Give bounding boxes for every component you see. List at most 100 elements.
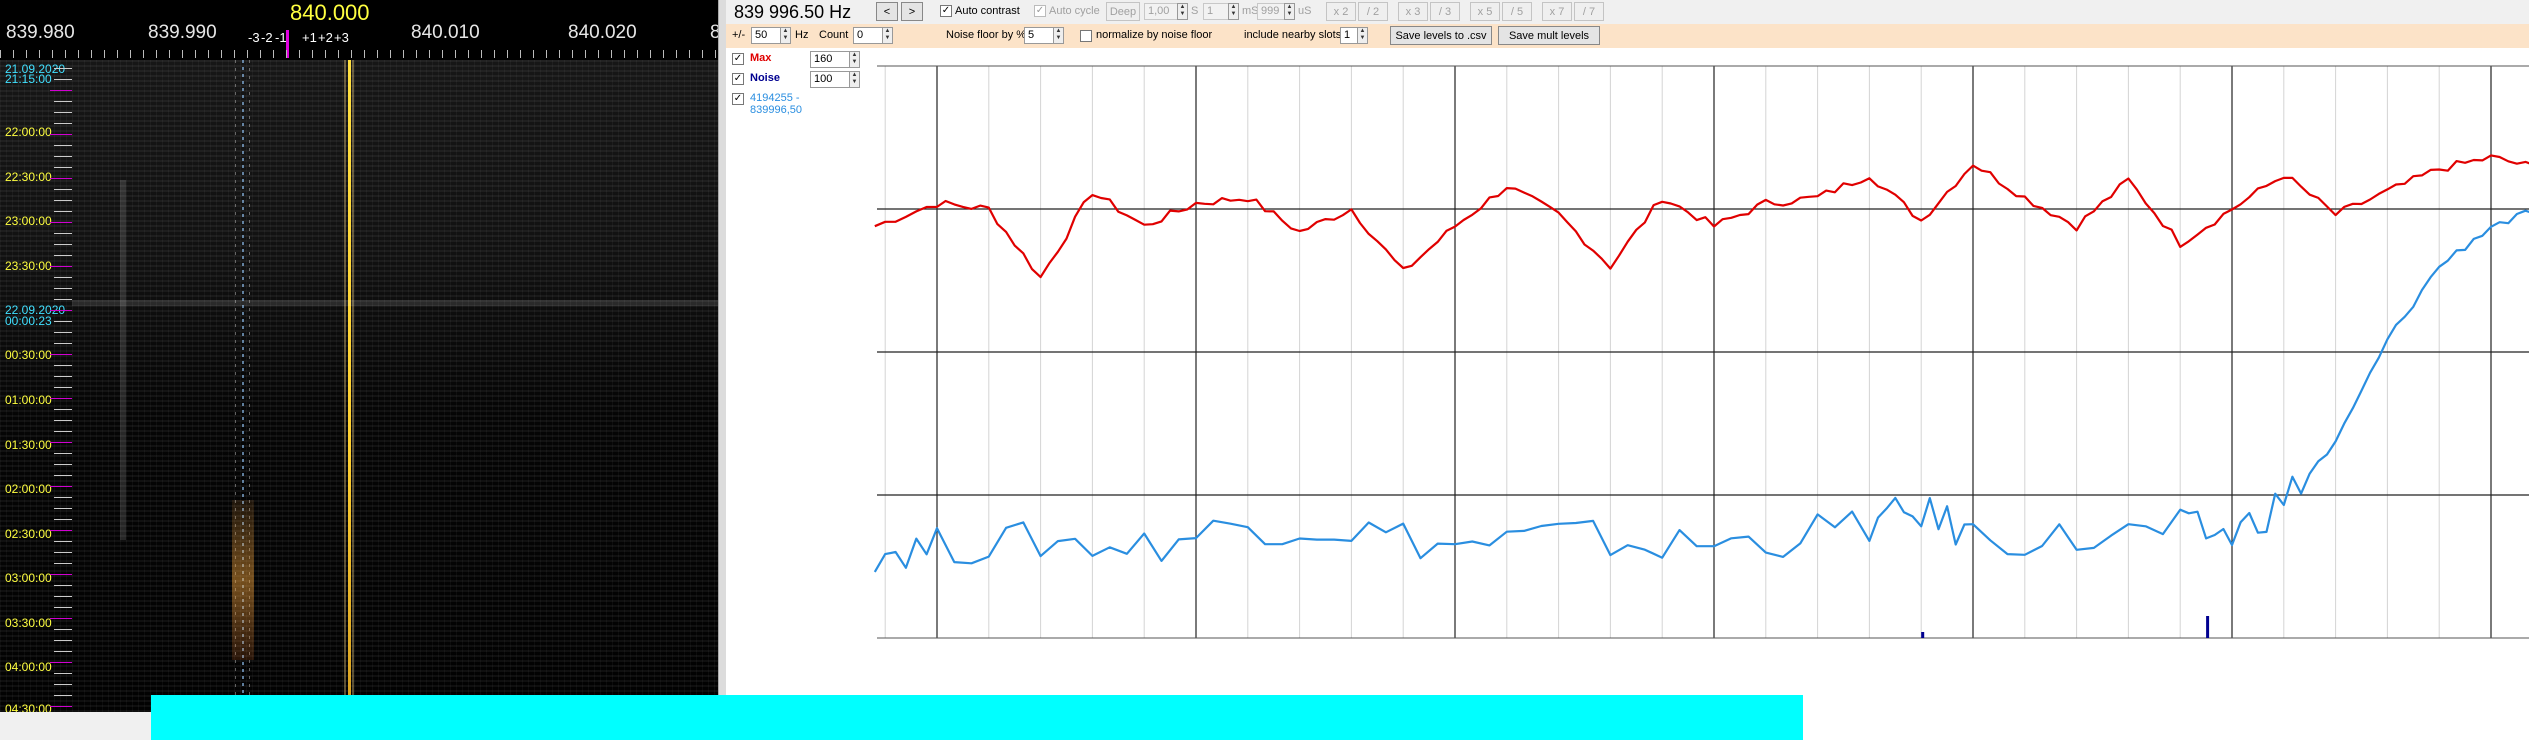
date-time-label: 21:15:00	[5, 72, 52, 86]
nearby-slots-input[interactable]: 1	[1340, 27, 1358, 44]
deep-button[interactable]: Deep	[1106, 2, 1140, 21]
time-tick	[50, 222, 72, 223]
time-tick	[54, 277, 72, 278]
ruler-ticks	[0, 50, 718, 58]
noise-label: Noise	[750, 72, 780, 84]
time-tick	[54, 332, 72, 333]
auto-cycle-checkbox[interactable]: ✓	[1034, 5, 1046, 17]
noise-floor-input[interactable]: 5	[1024, 27, 1054, 44]
nearby-slots-spinner[interactable]: ▲ ▼	[1357, 27, 1368, 44]
time-tick	[54, 101, 72, 102]
noise-floor-label: Noise floor by %	[946, 29, 1027, 41]
zoom-div5-button[interactable]: / 5	[1502, 2, 1532, 21]
deep-value-input[interactable]: 1,00	[1144, 3, 1178, 20]
ms-spinner[interactable]: ▲ ▼	[1228, 3, 1239, 20]
time-label: 03:00:00	[5, 571, 52, 585]
zoom-x5-button[interactable]: x 5	[1470, 2, 1500, 21]
auto-contrast-checkbox[interactable]: ✓	[940, 5, 952, 17]
deep-spinner[interactable]: ▲ ▼	[1177, 3, 1188, 20]
slot-label: +3	[334, 30, 349, 45]
time-tick	[54, 497, 72, 498]
count-spinner[interactable]: ▲ ▼	[882, 27, 893, 44]
time-tick	[54, 255, 72, 256]
time-label: 22:30:00	[5, 170, 52, 184]
time-tick	[54, 695, 72, 696]
frequency-ruler: 839.980 839.990 840.000 840.010 840.020 …	[0, 0, 721, 58]
zoom-div3-button[interactable]: / 3	[1430, 2, 1460, 21]
time-tick	[54, 343, 72, 344]
time-tick	[54, 112, 72, 113]
save-csv-button[interactable]: Save levels to .csv	[1390, 26, 1492, 45]
time-tick	[50, 90, 72, 91]
noise-value-input[interactable]: 100	[810, 71, 850, 88]
max-checkbox[interactable]: ✓	[732, 53, 744, 65]
us-input[interactable]: 999	[1257, 3, 1285, 20]
time-tick	[54, 123, 72, 124]
waterfall-display[interactable]	[0, 60, 718, 712]
time-tick	[54, 673, 72, 674]
plusminus-input[interactable]: 50	[751, 27, 781, 44]
signal-checkbox[interactable]: ✓	[732, 93, 744, 105]
time-tick	[50, 706, 72, 707]
levels-chart[interactable]: 02:30:0002:35:0002:40:0002:45:0002:50:00…	[726, 48, 2529, 648]
date-label: 22.09.2020	[5, 303, 66, 317]
date-time-label: 00:00:23	[5, 314, 52, 328]
series-lines	[873, 154, 2529, 573]
time-tick	[50, 574, 72, 575]
zoom-div2-button[interactable]: / 2	[1358, 2, 1388, 21]
time-tick	[54, 211, 72, 212]
slot-label: +2	[318, 30, 333, 45]
frequency-readout: 839 996.50 Hz	[734, 2, 852, 22]
slot-trace	[235, 60, 236, 712]
time-label: 23:00:00	[5, 214, 52, 228]
us-spinner[interactable]: ▲ ▼	[1284, 3, 1295, 20]
prev-button[interactable]: <	[876, 2, 898, 21]
time-tick	[54, 585, 72, 586]
time-label: 22:00:00	[5, 125, 52, 139]
time-tick	[54, 167, 72, 168]
carrier-sideband	[344, 60, 346, 712]
time-tick	[54, 541, 72, 542]
next-button[interactable]: >	[901, 2, 923, 21]
noise-mark	[2206, 616, 2210, 638]
zoom-x3-button[interactable]: x 3	[1398, 2, 1428, 21]
freq-label: 839.980	[6, 22, 75, 43]
time-label: 03:30:00	[5, 616, 52, 630]
ms-unit: mS	[1242, 5, 1259, 17]
time-tick	[50, 398, 72, 399]
time-tick	[54, 79, 72, 80]
time-tick	[54, 233, 72, 234]
zoom-x7-button[interactable]: x 7	[1542, 2, 1572, 21]
time-tick	[50, 134, 72, 135]
noise-mark	[1921, 632, 1925, 638]
time-tick	[54, 376, 72, 377]
noise-spinner[interactable]: ▲ ▼	[849, 71, 860, 88]
spectrogram-panel[interactable]: 839.980 839.990 840.000 840.010 840.020 …	[0, 0, 721, 740]
selection-bar[interactable]	[151, 695, 1803, 740]
series-line-max	[874, 154, 2529, 279]
horizontal-band	[72, 300, 718, 306]
zoom-div7-button[interactable]: / 7	[1574, 2, 1604, 21]
max-spinner[interactable]: ▲ ▼	[849, 51, 860, 68]
freq-label: 839.990	[148, 22, 217, 43]
noise-checkbox[interactable]: ✓	[732, 73, 744, 85]
plusminus-spinner[interactable]: ▲ ▼	[780, 27, 791, 44]
ms-input[interactable]: 1	[1203, 3, 1229, 20]
time-tick	[54, 321, 72, 322]
save-mult-levels-button[interactable]: Save mult levels	[1498, 26, 1600, 45]
normalize-label: normalize by noise floor	[1096, 29, 1213, 41]
time-tick	[50, 310, 72, 311]
time-tick	[50, 442, 72, 443]
panel-splitter[interactable]	[718, 0, 727, 740]
time-tick	[50, 618, 72, 619]
normalize-checkbox[interactable]	[1080, 30, 1092, 42]
time-label: 02:30:00	[5, 527, 52, 541]
date-label: 21.09.2020	[5, 62, 66, 76]
auto-cycle-label: Auto cycle	[1049, 5, 1100, 17]
time-label: 04:00:00	[5, 660, 52, 674]
noise-floor-spinner[interactable]: ▲ ▼	[1053, 27, 1064, 44]
count-input[interactable]: 0	[853, 27, 883, 44]
zoom-x2-button[interactable]: x 2	[1326, 2, 1356, 21]
freq-label: 840.010	[411, 22, 480, 43]
time-tick	[54, 299, 72, 300]
